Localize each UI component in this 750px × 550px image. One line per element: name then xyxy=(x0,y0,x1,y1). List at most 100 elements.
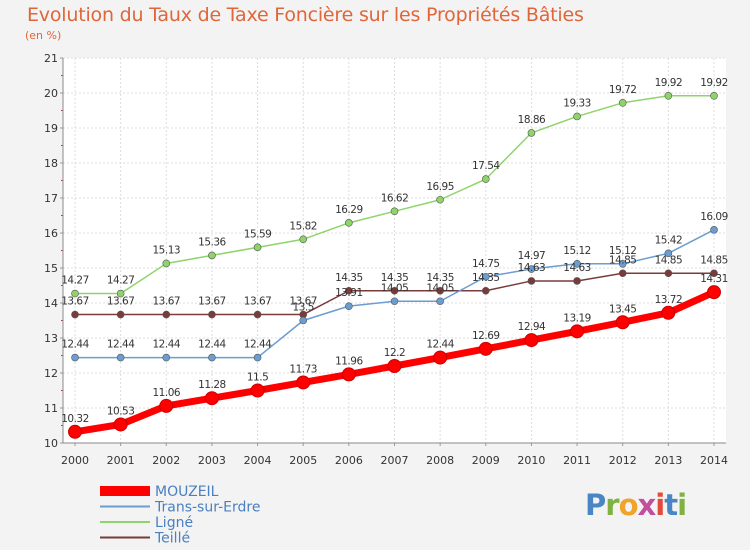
data-point xyxy=(527,277,536,285)
data-label: 19.92 xyxy=(700,77,728,89)
data-point xyxy=(618,269,627,278)
data-point xyxy=(524,333,539,348)
data-point xyxy=(618,99,627,107)
data-point xyxy=(159,398,174,413)
data-label: 19.92 xyxy=(655,77,683,89)
x-tick-label: 2009 xyxy=(472,454,500,467)
data-point xyxy=(116,289,125,298)
data-label: 15.12 xyxy=(609,245,637,257)
data-point xyxy=(208,310,216,319)
data-point xyxy=(296,375,311,390)
data-point xyxy=(527,265,536,273)
data-point xyxy=(433,350,448,365)
x-tick-label: 2003 xyxy=(198,454,226,467)
data-label: 13.67 xyxy=(153,296,181,308)
x-tick-label: 2014 xyxy=(700,454,728,467)
data-point xyxy=(615,315,630,330)
y-tick-label: 21 xyxy=(44,52,58,65)
data-label: 13.67 xyxy=(289,296,317,308)
data-point xyxy=(573,112,581,121)
data-label: 13.19 xyxy=(563,312,591,324)
x-tick-label: 2005 xyxy=(289,454,317,467)
data-point xyxy=(573,259,581,268)
data-point xyxy=(573,277,581,285)
x-tick-label: 2004 xyxy=(244,454,272,467)
data-point xyxy=(664,249,673,258)
data-point xyxy=(208,251,216,260)
data-point xyxy=(618,259,627,268)
y-tick-label: 13 xyxy=(44,332,58,345)
data-point xyxy=(341,367,356,382)
data-point xyxy=(481,272,490,281)
data-point xyxy=(710,92,718,100)
data-label: 14.35 xyxy=(381,272,409,284)
data-point xyxy=(299,235,308,244)
legend-label: Trans-sur-Erdre xyxy=(154,500,260,516)
data-label: 18.86 xyxy=(518,114,546,126)
chart-title: Evolution du Taux de Taxe Foncière sur l… xyxy=(27,4,584,26)
data-label: 11.28 xyxy=(198,379,226,391)
data-label: 14.35 xyxy=(426,272,454,284)
data-point xyxy=(162,310,171,319)
x-tick-label: 2012 xyxy=(609,454,637,467)
data-label: 12.69 xyxy=(472,330,500,342)
data-label: 13.91 xyxy=(335,287,363,299)
data-point xyxy=(116,310,125,319)
x-tick-label: 2007 xyxy=(381,454,409,467)
y-tick-label: 14 xyxy=(44,297,58,310)
data-label: 14.27 xyxy=(61,275,89,287)
legend-label: Teillé xyxy=(154,531,190,547)
data-label: 12.44 xyxy=(198,339,226,351)
legend-label: MOUZEIL xyxy=(155,484,219,500)
data-point xyxy=(208,353,216,362)
x-tick-label: 2006 xyxy=(335,454,363,467)
y-tick-label: 17 xyxy=(44,192,58,205)
legend-label: Ligné xyxy=(155,515,193,531)
data-label: 12.44 xyxy=(426,339,454,351)
data-label: 10.53 xyxy=(107,405,135,417)
data-point xyxy=(390,286,399,295)
data-point xyxy=(664,92,673,100)
y-tick-label: 12 xyxy=(44,367,58,380)
data-point xyxy=(661,305,676,320)
data-label: 14.05 xyxy=(381,282,409,294)
data-label: 15.82 xyxy=(289,220,317,232)
y-tick-label: 11 xyxy=(44,402,58,415)
data-label: 19.72 xyxy=(609,84,637,96)
data-label: 14.85 xyxy=(609,254,637,266)
data-label: 17.54 xyxy=(472,160,500,172)
x-tick-label: 2001 xyxy=(107,454,135,467)
data-point xyxy=(436,195,444,204)
data-label: 12.44 xyxy=(244,339,272,351)
data-label: 14.31 xyxy=(700,273,728,285)
data-label: 14.85 xyxy=(700,254,728,266)
data-label: 10.32 xyxy=(61,413,89,425)
data-point xyxy=(250,383,265,398)
data-label: 15.13 xyxy=(153,244,181,256)
data-label: 11.73 xyxy=(289,363,317,375)
chart-subtitle: (en %) xyxy=(25,29,62,42)
data-point xyxy=(299,316,308,325)
x-tick-label: 2000 xyxy=(61,454,89,467)
data-label: 16.29 xyxy=(335,204,363,216)
y-tick-label: 18 xyxy=(44,157,58,170)
data-label: 12.44 xyxy=(153,339,181,351)
data-point xyxy=(204,391,219,406)
data-point xyxy=(71,353,79,362)
data-point xyxy=(68,424,82,439)
data-label: 14.85 xyxy=(655,254,683,266)
data-label: 13.67 xyxy=(244,296,272,308)
data-label: 11.96 xyxy=(335,355,363,367)
data-label: 14.97 xyxy=(518,250,546,262)
data-point xyxy=(481,286,490,295)
data-label: 15.42 xyxy=(655,234,683,246)
data-point xyxy=(116,353,125,362)
data-label: 13.45 xyxy=(609,303,637,315)
data-label: 11.5 xyxy=(247,372,268,384)
data-label: 15.59 xyxy=(244,228,272,240)
data-label: 14.35 xyxy=(472,272,500,284)
data-point xyxy=(253,243,262,252)
data-label: 13.67 xyxy=(61,296,89,308)
data-point xyxy=(253,353,262,362)
